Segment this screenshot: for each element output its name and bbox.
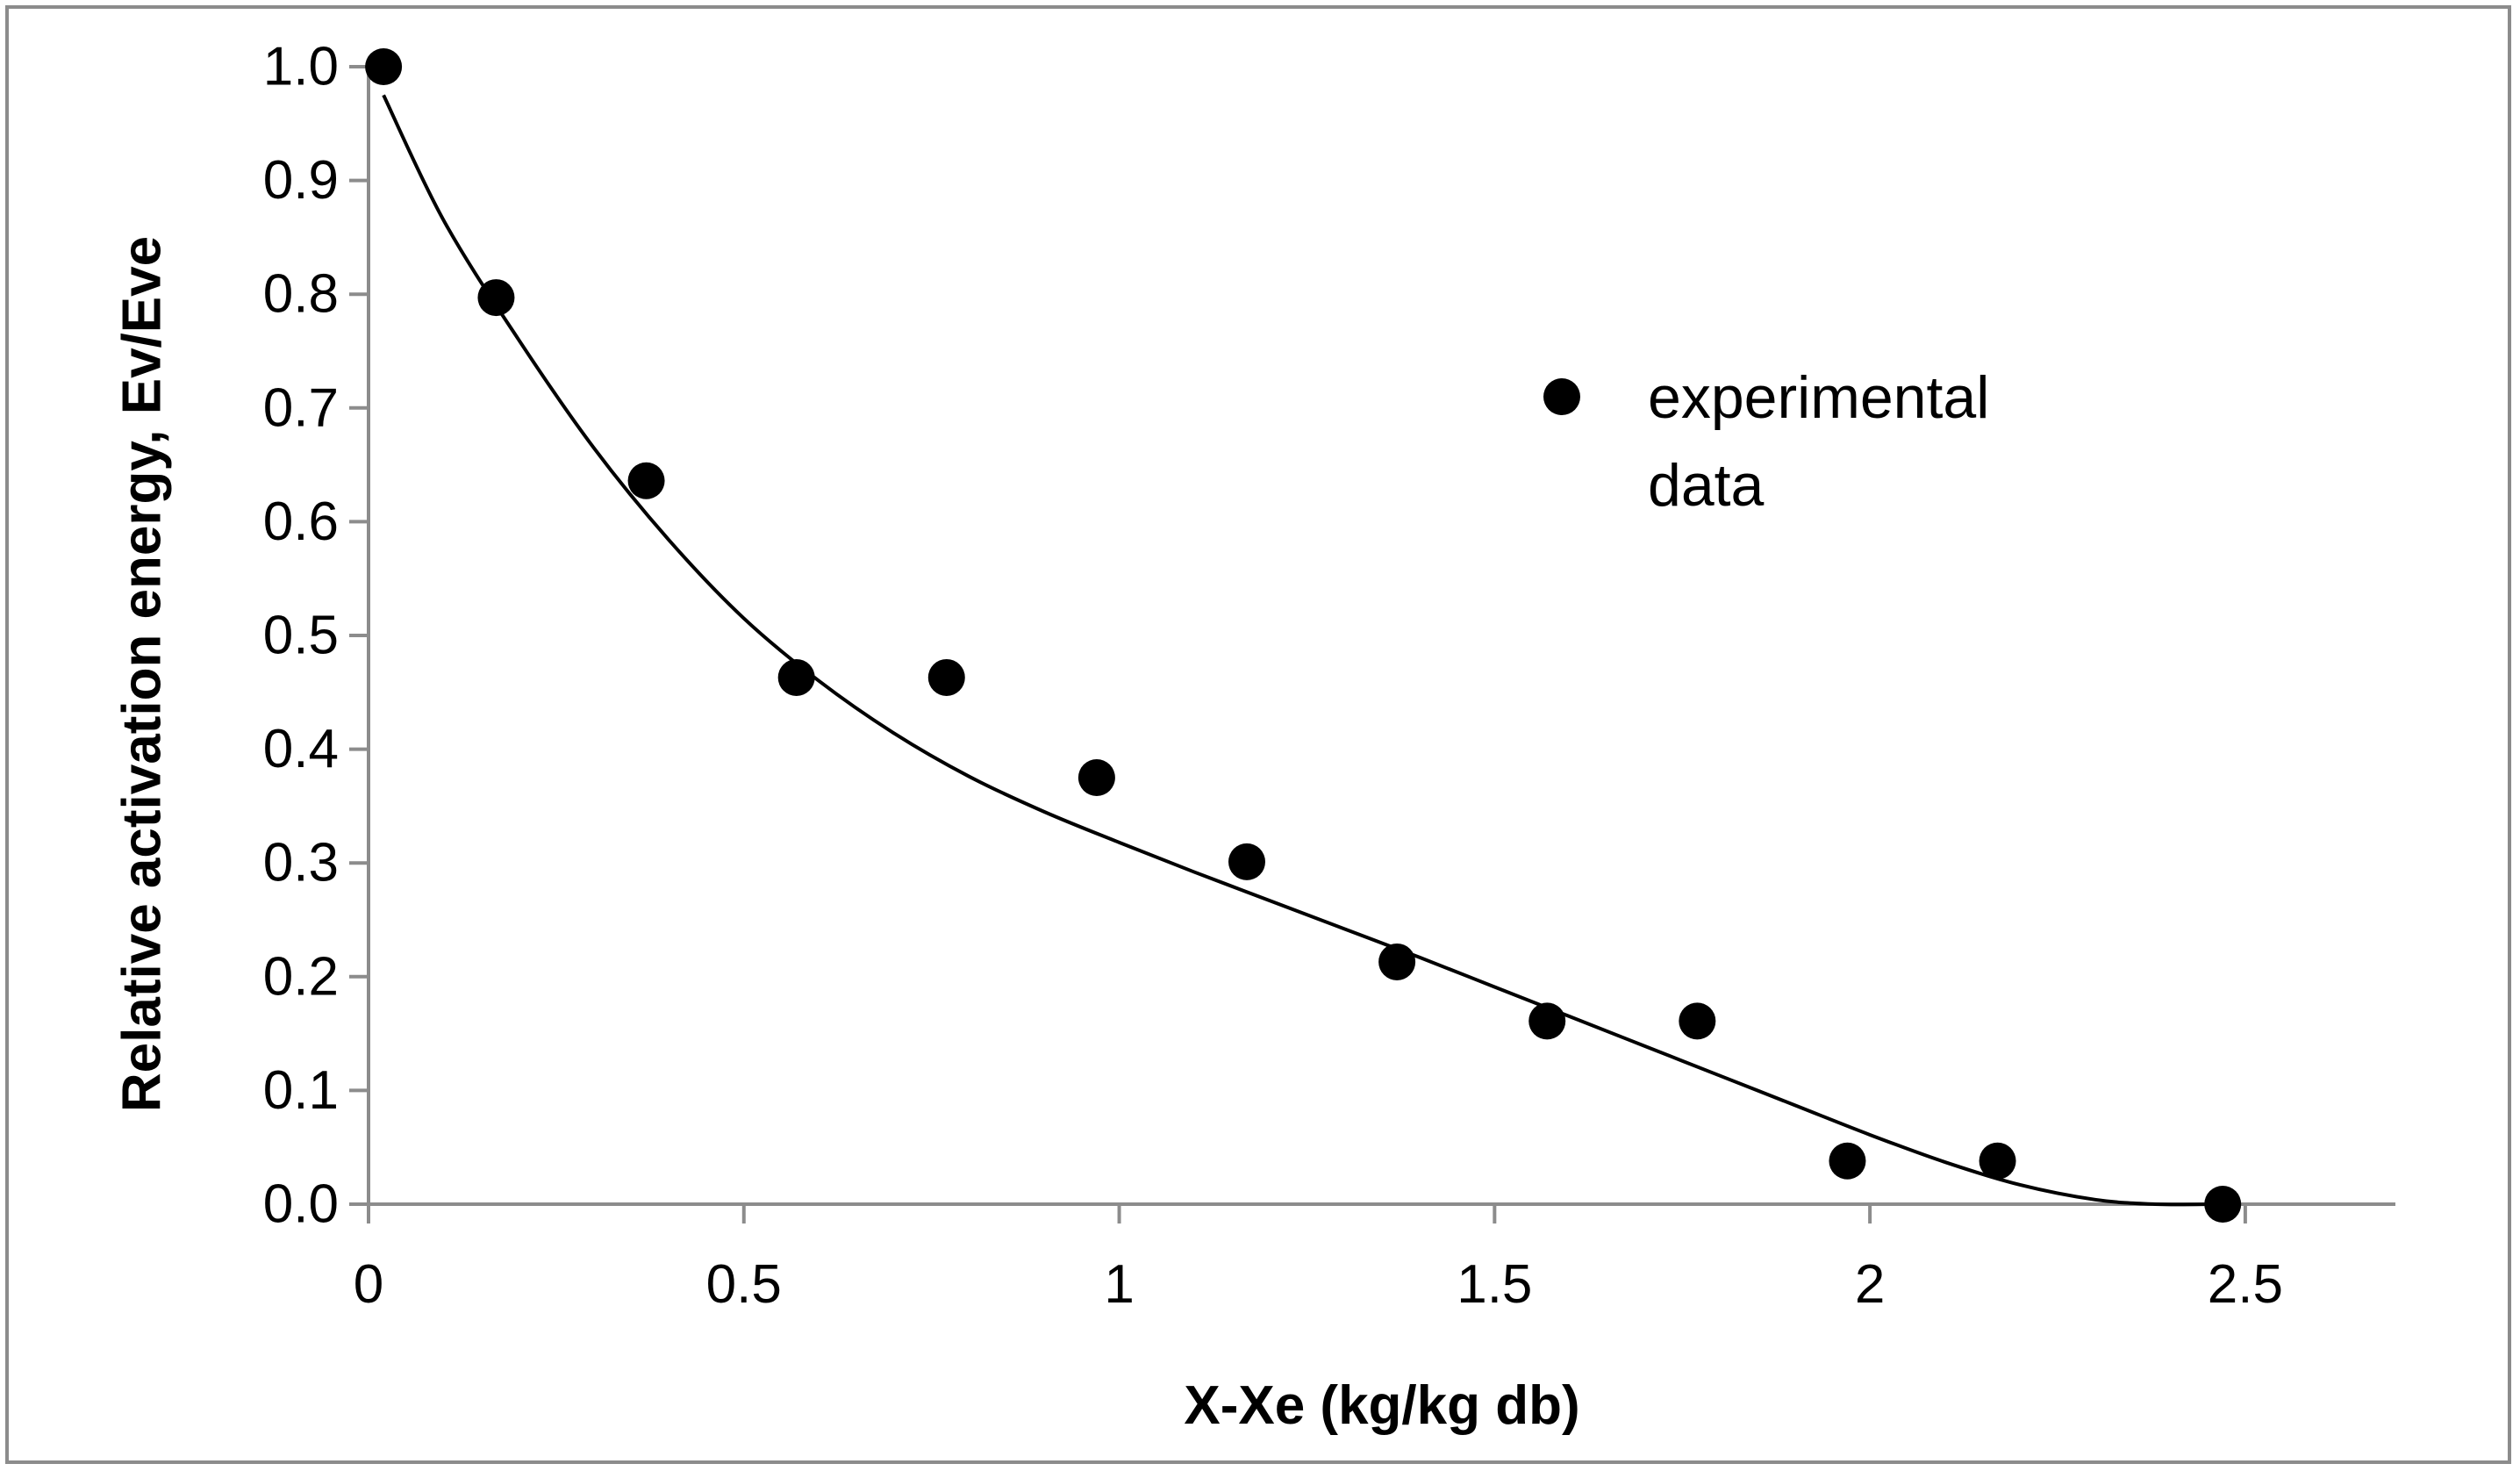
- data-point: [1679, 1002, 1716, 1040]
- data-point: [1528, 1002, 1566, 1040]
- y-tick-label: 0.6: [263, 492, 339, 552]
- y-tick-label: 0.5: [263, 606, 339, 666]
- x-tick-label: 1: [1104, 1254, 1134, 1315]
- legend: experimental data: [1543, 364, 1989, 519]
- x-tick-label: 0: [354, 1254, 383, 1315]
- y-axis-title: Relative activation energy, Ev/Eve: [112, 236, 173, 1112]
- y-tick-label: 1.0: [263, 37, 339, 97]
- y-tick-label: 0.4: [263, 719, 339, 779]
- y-tick-label: 0.0: [263, 1174, 339, 1235]
- legend-marker: [1543, 378, 1580, 415]
- y-tick-label: 0.8: [263, 264, 339, 325]
- x-axis-title: X-Xe (kg/kg db): [1184, 1375, 1579, 1436]
- data-point: [1979, 1142, 2016, 1180]
- x-tick-label: 0.5: [706, 1254, 782, 1315]
- data-point: [365, 48, 403, 85]
- series-layer: [365, 48, 2242, 1223]
- x-tick-label: 2: [1855, 1254, 1885, 1315]
- x-tick-label: 2.5: [2208, 1254, 2283, 1315]
- data-point: [777, 658, 815, 696]
- legend-label-line-2: data: [1648, 452, 1765, 519]
- legend-label-line-1: experimental: [1648, 364, 1989, 431]
- data-point: [1077, 759, 1115, 796]
- y-tick-label: 0.7: [263, 377, 339, 438]
- fit-curve: [382, 94, 2216, 1207]
- axes-layer: [367, 67, 2395, 1206]
- ticks-layer: 0.0 0.1 0.2 0.3 0.4 0.5 0.6 0.7 0.8 0.9 1.0 0 0.5 1 1.…: [263, 37, 2283, 1316]
- data-point: [1378, 943, 1416, 980]
- y-tick-label: 0.3: [263, 833, 339, 893]
- chart-frame: [5, 5, 2511, 1464]
- data-point: [1228, 843, 1265, 880]
- data-point: [2204, 1186, 2242, 1223]
- data-point: [627, 462, 665, 499]
- data-point: [1829, 1142, 1866, 1180]
- y-tick-label: 0.9: [263, 150, 339, 211]
- data-point: [477, 279, 515, 317]
- y-tick-label: 0.2: [263, 946, 339, 1007]
- x-tick-label: 1.5: [1457, 1254, 1532, 1315]
- y-tick-label: 0.1: [263, 1060, 339, 1121]
- data-point: [927, 658, 965, 696]
